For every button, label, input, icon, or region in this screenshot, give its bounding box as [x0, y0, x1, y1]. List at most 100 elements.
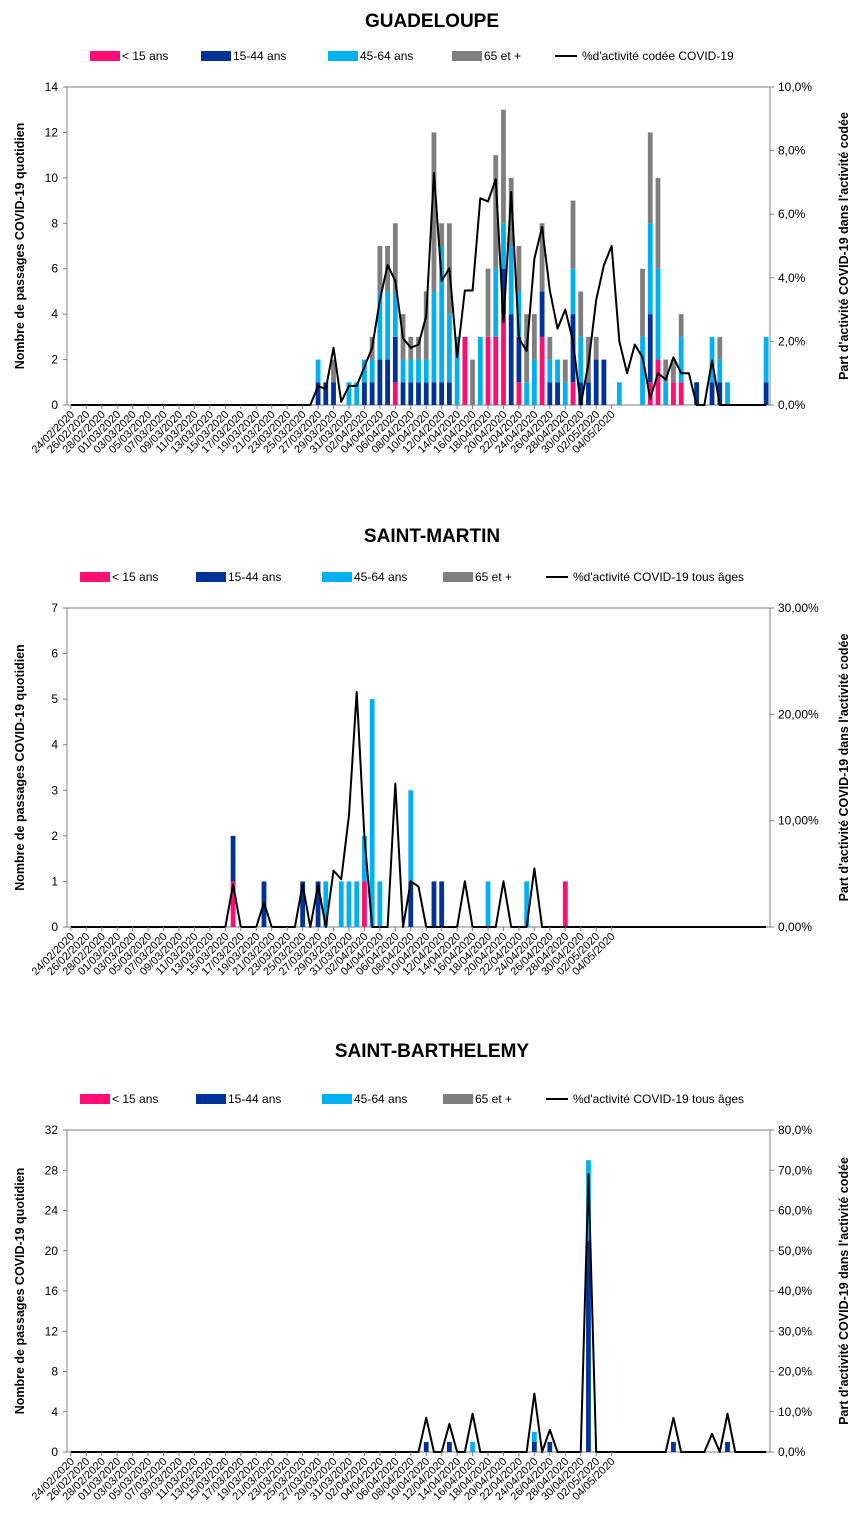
plot-area	[66, 607, 771, 928]
bar-segment	[230, 835, 236, 882]
y2-tick-label: 80,0%	[778, 1123, 812, 1137]
bar-segment	[531, 359, 537, 405]
bar-segment	[392, 382, 398, 405]
bar-segment	[539, 223, 545, 292]
y2-tick-label: 70,0%	[778, 1163, 812, 1177]
y-tick-label: 12	[45, 1324, 59, 1338]
chart-title: GUADELOUPE	[365, 11, 499, 32]
y-tick-label: 0	[51, 398, 58, 412]
bar-segment	[531, 314, 537, 360]
bar-segment	[717, 336, 723, 360]
bar-segment	[493, 268, 499, 337]
bar-segment	[462, 336, 468, 405]
y-tick-label: 2	[51, 353, 58, 367]
bar-segment	[763, 382, 769, 405]
y2-tick-label: 10,00%	[778, 814, 819, 828]
bar-segment	[508, 314, 514, 405]
bar-segment	[539, 291, 545, 337]
bar-segment	[501, 223, 506, 269]
bar-segment	[555, 359, 560, 383]
bar-segment	[416, 336, 421, 360]
bar-segment	[369, 699, 375, 927]
bar-segment	[725, 382, 730, 405]
bar-segment	[578, 291, 584, 337]
bar-segment	[593, 359, 599, 405]
y2-tick-label: 60,0%	[778, 1204, 812, 1218]
y-tick-label: 0	[51, 1445, 58, 1459]
bar-segment	[369, 382, 375, 405]
bar-segment	[447, 1441, 452, 1452]
bar-segment	[423, 359, 429, 383]
chart-3: SAINT-BARTHELEMY < 15 ans 15-44 ans 45-64 a…	[13, 1041, 851, 1503]
y-tick-label: 2	[51, 829, 58, 843]
legend-swatch	[443, 1094, 473, 1104]
bar-segment	[439, 881, 445, 927]
chart-1: GUADELOUPE < 15 ans 15-44 ans 45-64 ans 65 e…	[13, 11, 851, 456]
y2-tick-label: 30,0%	[778, 1324, 812, 1338]
y2-tick-label: 10,0%	[778, 1405, 812, 1419]
bar-segment	[671, 382, 676, 405]
bar-segment	[362, 881, 367, 927]
bar-segment	[647, 314, 653, 383]
legend-swatch	[196, 1094, 226, 1104]
bar-segment	[423, 382, 429, 405]
y-tick-label: 14	[45, 80, 59, 94]
bar-segment	[547, 336, 553, 360]
bar-segment	[431, 132, 437, 292]
legend-label: < 15 ans	[122, 49, 168, 63]
bar-segment	[369, 359, 375, 383]
y2-tick-label: 40,0%	[778, 1284, 812, 1298]
bar-segment	[501, 314, 506, 405]
y-tick-label: 5	[51, 692, 58, 706]
bar-segment	[516, 246, 522, 292]
bar-segment	[570, 200, 576, 269]
bar-segment	[400, 359, 406, 383]
bar-segment	[377, 881, 383, 927]
y-tick-label: 28	[45, 1163, 59, 1177]
bar-segment	[362, 835, 367, 882]
chart-title: SAINT-BARTHELEMY	[335, 1041, 530, 1062]
bar-segment	[555, 382, 560, 405]
legend-swatch	[452, 51, 482, 61]
bar-segment	[431, 881, 437, 927]
legend-swatch	[80, 1094, 110, 1104]
bar-segment	[423, 1441, 429, 1452]
legend-label: %d'activité COVID-19 tous âges	[573, 570, 744, 584]
y-axis-title: Nombre de passages COVID-19 quotidien	[13, 644, 27, 891]
y-tick-label: 3	[51, 783, 58, 797]
bar-segment	[570, 268, 576, 315]
y2-axis-title: Part d'activité COVID-19 dans l'activité…	[837, 1157, 851, 1425]
legend-label: 45-64 ans	[360, 49, 413, 63]
legend-label: < 15 ans	[112, 570, 158, 584]
y2-tick-label: 50,0%	[778, 1244, 812, 1258]
legend-label: 45-64 ans	[354, 570, 407, 584]
y-tick-label: 20	[45, 1244, 59, 1258]
y2-axis-title: Part d'activité COVID-19 dans l'activité…	[837, 112, 851, 380]
bar-segment	[578, 336, 584, 383]
bar-segment	[470, 1441, 475, 1452]
bar-segment	[663, 359, 669, 383]
y-tick-label: 8	[51, 1365, 58, 1379]
legend-swatch	[328, 51, 358, 61]
bar-segment	[439, 223, 445, 246]
bar-segment	[323, 881, 329, 927]
bar-segment	[408, 359, 414, 383]
y-tick-label: 0	[51, 920, 58, 934]
bar-segment	[593, 336, 599, 360]
bar-segment	[408, 382, 414, 405]
bar-segment	[586, 382, 591, 405]
legend-swatch	[322, 572, 352, 582]
plot-area	[66, 1129, 771, 1453]
bar-segment	[323, 382, 329, 405]
bar-segment	[562, 881, 568, 927]
series-line	[70, 171, 767, 406]
y-tick-label: 16	[45, 1284, 59, 1298]
bar-segment	[400, 382, 406, 405]
bar-segment	[678, 382, 684, 405]
bar-segment	[300, 881, 306, 927]
legend-label: 65 et +	[475, 1092, 512, 1106]
bar-segment	[586, 1240, 591, 1452]
y-tick-label: 1	[51, 874, 58, 888]
y-tick-label: 7	[51, 601, 58, 615]
